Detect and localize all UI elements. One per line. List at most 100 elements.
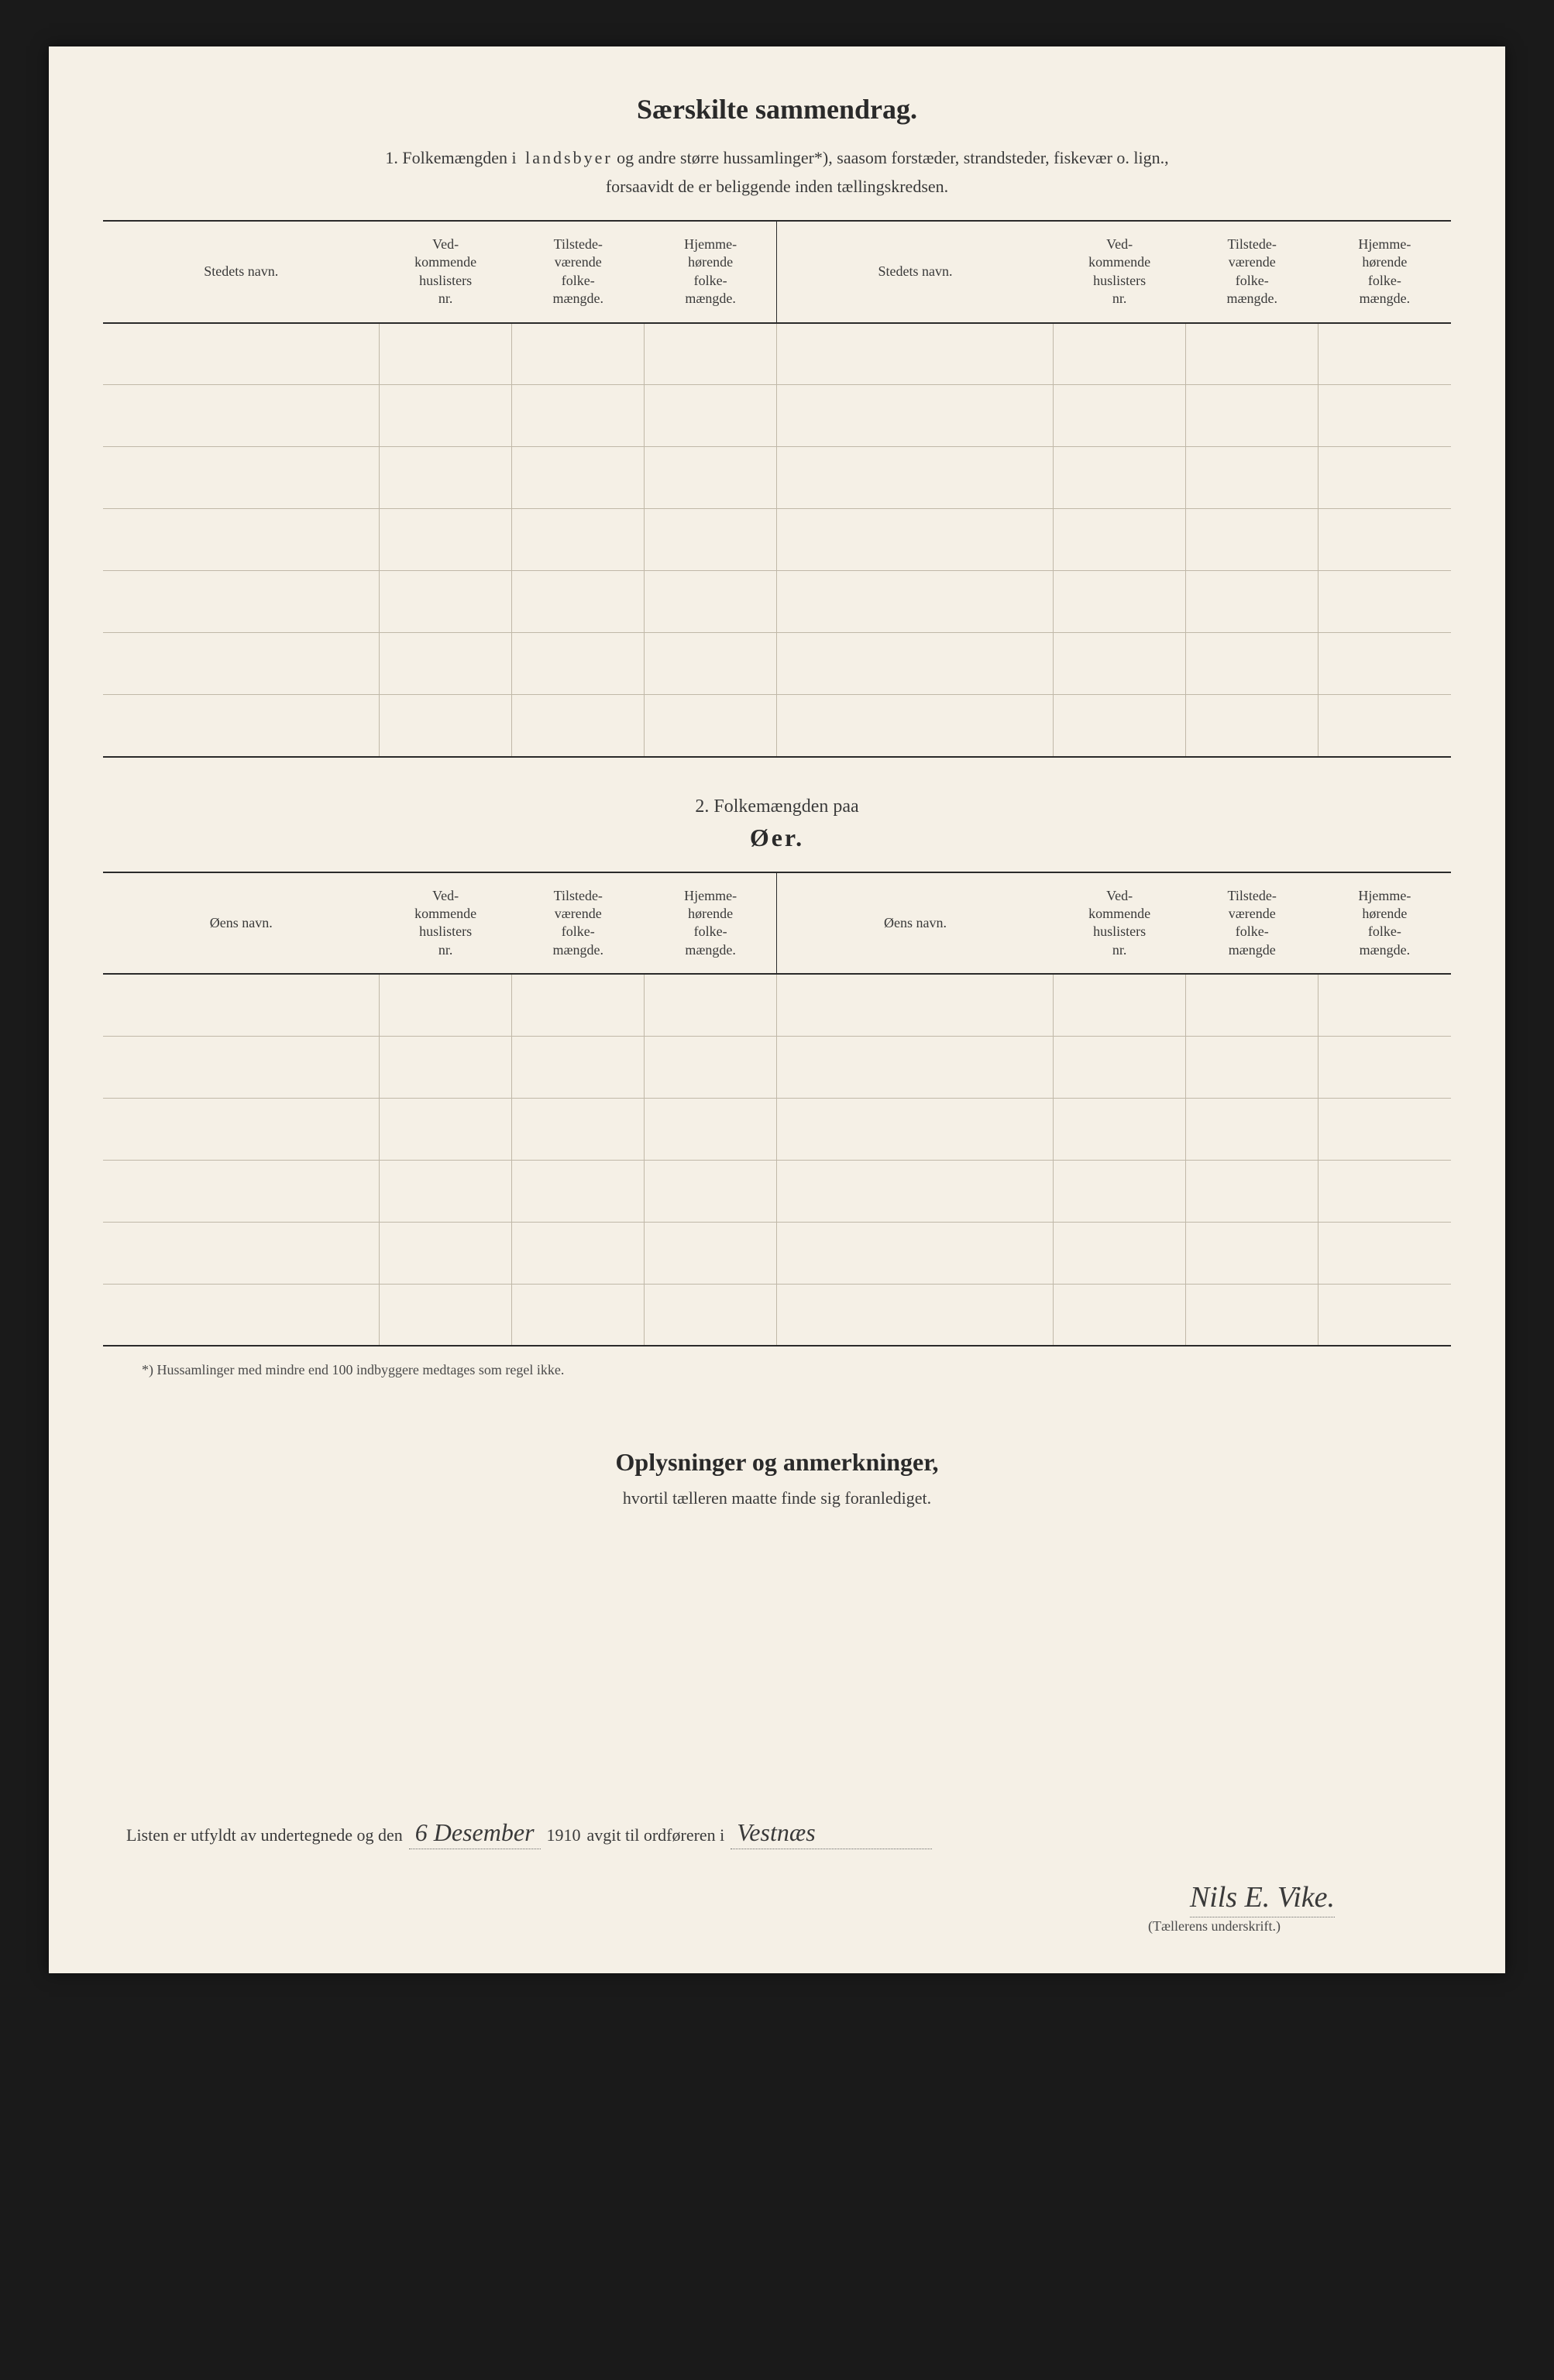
- desc-suffix: og andre større hussamlinger*), saasom f…: [613, 148, 1169, 167]
- table-cell: [103, 633, 380, 695]
- section2-title: 2. Folkemængden paa: [103, 796, 1451, 817]
- table-cell: [380, 1222, 512, 1284]
- table-cell: [1318, 571, 1451, 633]
- table-cell: [777, 1160, 1054, 1222]
- table-cell: [512, 974, 645, 1036]
- table-cell: [1054, 695, 1186, 757]
- desc-prefix: 1. Folkemængden: [385, 148, 511, 167]
- header-col1-right: Ved-kommendehuslistersnr.: [1054, 221, 1186, 323]
- table-cell: [512, 1222, 645, 1284]
- table-cell: [380, 323, 512, 385]
- table-cell: [645, 509, 777, 571]
- table-cell: [1054, 447, 1186, 509]
- document-page: Særskilte sammendrag. 1. Folkemængden i …: [49, 46, 1505, 1973]
- table-cell: [645, 447, 777, 509]
- signature-place: Vestnæs: [731, 1818, 932, 1849]
- table-cell: [512, 509, 645, 571]
- table-cell: [1054, 509, 1186, 571]
- table-cell: [1054, 633, 1186, 695]
- table-cell: [777, 509, 1054, 571]
- table-cell: [103, 974, 380, 1036]
- table-cell: [645, 1222, 777, 1284]
- table-cell: [380, 385, 512, 447]
- header-col2-left: Tilstede-værendefolke-mængde.: [512, 872, 645, 975]
- table-cell: [380, 633, 512, 695]
- header-col2-left: Tilstede-værendefolke-mængde.: [512, 221, 645, 323]
- table-cell: [777, 633, 1054, 695]
- section1-table: Stedets navn. Ved-kommendehuslistersnr. …: [103, 220, 1451, 758]
- table-cell: [777, 323, 1054, 385]
- table-cell: [103, 385, 380, 447]
- signature-prefix: Listen er utfyldt av undertegnede og den: [126, 1825, 403, 1845]
- table-cell: [1186, 509, 1318, 571]
- table-row: [103, 571, 1451, 633]
- table-row: [103, 1284, 1451, 1346]
- table-cell: [1318, 695, 1451, 757]
- section3-title: Oplysninger og anmerkninger,: [103, 1448, 1451, 1477]
- table-cell: [380, 571, 512, 633]
- table-cell: [103, 509, 380, 571]
- table-cell: [645, 1036, 777, 1098]
- table-cell: [512, 1284, 645, 1346]
- section1-title: Særskilte sammendrag.: [103, 93, 1451, 126]
- table-cell: [1318, 1098, 1451, 1160]
- signature-caption: (Tællerens underskrift.): [126, 1918, 1428, 1935]
- header-name-right: Stedets navn.: [777, 221, 1054, 323]
- table-cell: [1318, 385, 1451, 447]
- table-cell: [1186, 571, 1318, 633]
- section3-subtitle: hvortil tælleren maatte finde sig foranl…: [103, 1488, 1451, 1508]
- header-name-right: Øens navn.: [777, 872, 1054, 975]
- table-cell: [1054, 974, 1186, 1036]
- table-cell: [103, 1098, 380, 1160]
- table-cell: [380, 695, 512, 757]
- table-cell: [1318, 1284, 1451, 1346]
- table-cell: [1318, 1160, 1451, 1222]
- table-cell: [103, 1160, 380, 1222]
- table-cell: [512, 695, 645, 757]
- table-cell: [380, 447, 512, 509]
- header-col2-right: Tilstede-værendefolke-mængde: [1186, 872, 1318, 975]
- table-cell: [645, 323, 777, 385]
- table-row: [103, 695, 1451, 757]
- header-col3-right: Hjemme-hørendefolke-mængde.: [1318, 872, 1451, 975]
- header-col3-left: Hjemme-hørendefolke-mængde.: [645, 221, 777, 323]
- header-col3-left: Hjemme-hørendefolke-mængde.: [645, 872, 777, 975]
- table-cell: [1318, 633, 1451, 695]
- signature-year: 1910: [547, 1825, 581, 1845]
- signature-mid: avgit til ordføreren i: [587, 1825, 725, 1845]
- table-cell: [103, 695, 380, 757]
- signature-name: Nils E. Vike.: [1190, 1881, 1335, 1917]
- table-cell: [380, 1160, 512, 1222]
- table-header-row: Stedets navn. Ved-kommendehuslistersnr. …: [103, 221, 1451, 323]
- table-row: [103, 633, 1451, 695]
- table-cell: [777, 385, 1054, 447]
- table-cell: [1054, 1098, 1186, 1160]
- table-cell: [1054, 1160, 1186, 1222]
- table-cell: [777, 1098, 1054, 1160]
- table-row: [103, 974, 1451, 1036]
- table-row: [103, 1160, 1451, 1222]
- table-cell: [512, 323, 645, 385]
- table-cell: [1186, 633, 1318, 695]
- table-cell: [103, 1284, 380, 1346]
- table-cell: [777, 695, 1054, 757]
- table-cell: [1186, 1036, 1318, 1098]
- table-cell: [777, 974, 1054, 1036]
- header-col3-right: Hjemme-hørendefolke-mængde.: [1318, 221, 1451, 323]
- table-cell: [380, 1284, 512, 1346]
- header-col1-left: Ved-kommendehuslistersnr.: [380, 221, 512, 323]
- table-cell: [512, 633, 645, 695]
- table-row: [103, 1098, 1451, 1160]
- table-cell: [1054, 571, 1186, 633]
- table-cell: [1186, 385, 1318, 447]
- table-cell: [645, 1098, 777, 1160]
- table-cell: [380, 509, 512, 571]
- signature-line: Listen er utfyldt av undertegnede og den…: [126, 1818, 1428, 1849]
- table-row: [103, 1036, 1451, 1098]
- table-cell: [512, 1036, 645, 1098]
- table-cell: [645, 974, 777, 1036]
- table-cell: [103, 323, 380, 385]
- signature-date: 6 Desember: [409, 1818, 541, 1849]
- table-cell: [1186, 323, 1318, 385]
- table-row: [103, 447, 1451, 509]
